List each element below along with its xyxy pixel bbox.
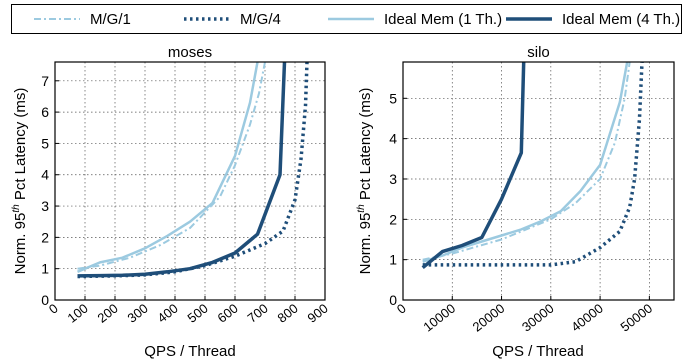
y-tick-label: 6 — [41, 104, 49, 120]
x-tick-label: 200 — [95, 301, 121, 326]
legend: M/G/1 M/G/4 Ideal Mem (1 Th.) Ideal Mem … — [11, 4, 682, 34]
plot-area — [403, 62, 674, 300]
plot-area — [55, 62, 325, 300]
x-tick-label: 10000 — [420, 301, 458, 335]
legend-label-mg4: M/G/4 — [240, 10, 281, 28]
x-tick-label: 0 — [46, 301, 61, 317]
x-tick-label: 0 — [394, 301, 409, 317]
x-tick-label: 500 — [185, 301, 211, 326]
y-axis-label: Norm. 95th Pct Latency (ms) — [11, 88, 29, 275]
x-tick-label: 30000 — [519, 301, 557, 335]
series-line-m-g-4 — [77, 62, 309, 279]
series-line-ideal-mem-1-th — [422, 62, 629, 263]
legend-item-ideal-4th: Ideal Mem (4 Th.) — [506, 5, 680, 33]
y-tick-label: 0 — [41, 292, 49, 308]
x-tick-label: 600 — [215, 301, 241, 326]
legend-label-ideal-4th: Ideal Mem (4 Th.) — [562, 10, 681, 28]
legend-label-ideal-1th: Ideal Mem (1 Th.) — [384, 10, 503, 28]
y-tick-label: 4 — [41, 167, 49, 183]
series-line-m-g-4 — [422, 62, 644, 267]
x-tick-label: 700 — [245, 301, 271, 326]
x-axis-label: QPS / Thread — [492, 343, 583, 360]
legend-label-mg1: M/G/1 — [90, 10, 131, 28]
y-tick-label: 1 — [389, 252, 397, 268]
x-tick-label: 100 — [65, 301, 91, 326]
plot-frame — [402, 61, 675, 301]
x-tick-label: 300 — [125, 301, 151, 326]
x-tick-label: 400 — [155, 301, 181, 326]
legend-swatch-ideal-4th — [506, 17, 552, 21]
series-line-m-g-1 — [77, 62, 266, 270]
y-tick-label: 4 — [389, 131, 397, 147]
legend-item-ideal-1th: Ideal Mem (1 Th.) — [328, 5, 502, 33]
y-axis-label: Norm. 95th Pct Latency (ms) — [356, 88, 374, 275]
y-tick-label: 3 — [389, 171, 397, 187]
series-line-ideal-mem-1-th — [77, 62, 259, 273]
series-line-ideal-mem-4-th — [77, 62, 287, 278]
y-tick-label: 7 — [41, 73, 49, 89]
legend-item-mg1: M/G/1 — [34, 5, 131, 33]
y-tick-label: 5 — [389, 90, 397, 106]
legend-item-mg4: M/G/4 — [184, 5, 281, 33]
series-line-ideal-mem-4-th — [421, 62, 526, 270]
plot-frame — [54, 61, 326, 301]
y-tick-label: 5 — [41, 135, 49, 151]
legend-swatch-ideal-1th — [328, 17, 374, 21]
y-tick-label: 2 — [41, 229, 49, 245]
series-line-m-g-1 — [422, 62, 631, 261]
x-tick-label: 800 — [275, 301, 301, 326]
x-tick-label: 900 — [305, 301, 331, 326]
panel-title: moses — [168, 44, 212, 61]
panel-silo: 0 1 2 3 4 5 0 10000 20000 30000 40000 50000 silo QPS … — [356, 44, 675, 360]
panel-title: silo — [527, 44, 550, 61]
y-tick-label: 0 — [389, 292, 397, 308]
x-tick-label: 40000 — [568, 301, 606, 335]
x-tick-label: 20000 — [470, 301, 508, 335]
y-tick-label: 1 — [41, 261, 49, 277]
legend-swatch-mg4 — [184, 17, 230, 21]
y-tick-label: 3 — [41, 198, 49, 214]
y-tick-label: 2 — [389, 211, 397, 227]
x-tick-label: 50000 — [617, 301, 655, 335]
x-axis-label: QPS / Thread — [144, 343, 235, 360]
